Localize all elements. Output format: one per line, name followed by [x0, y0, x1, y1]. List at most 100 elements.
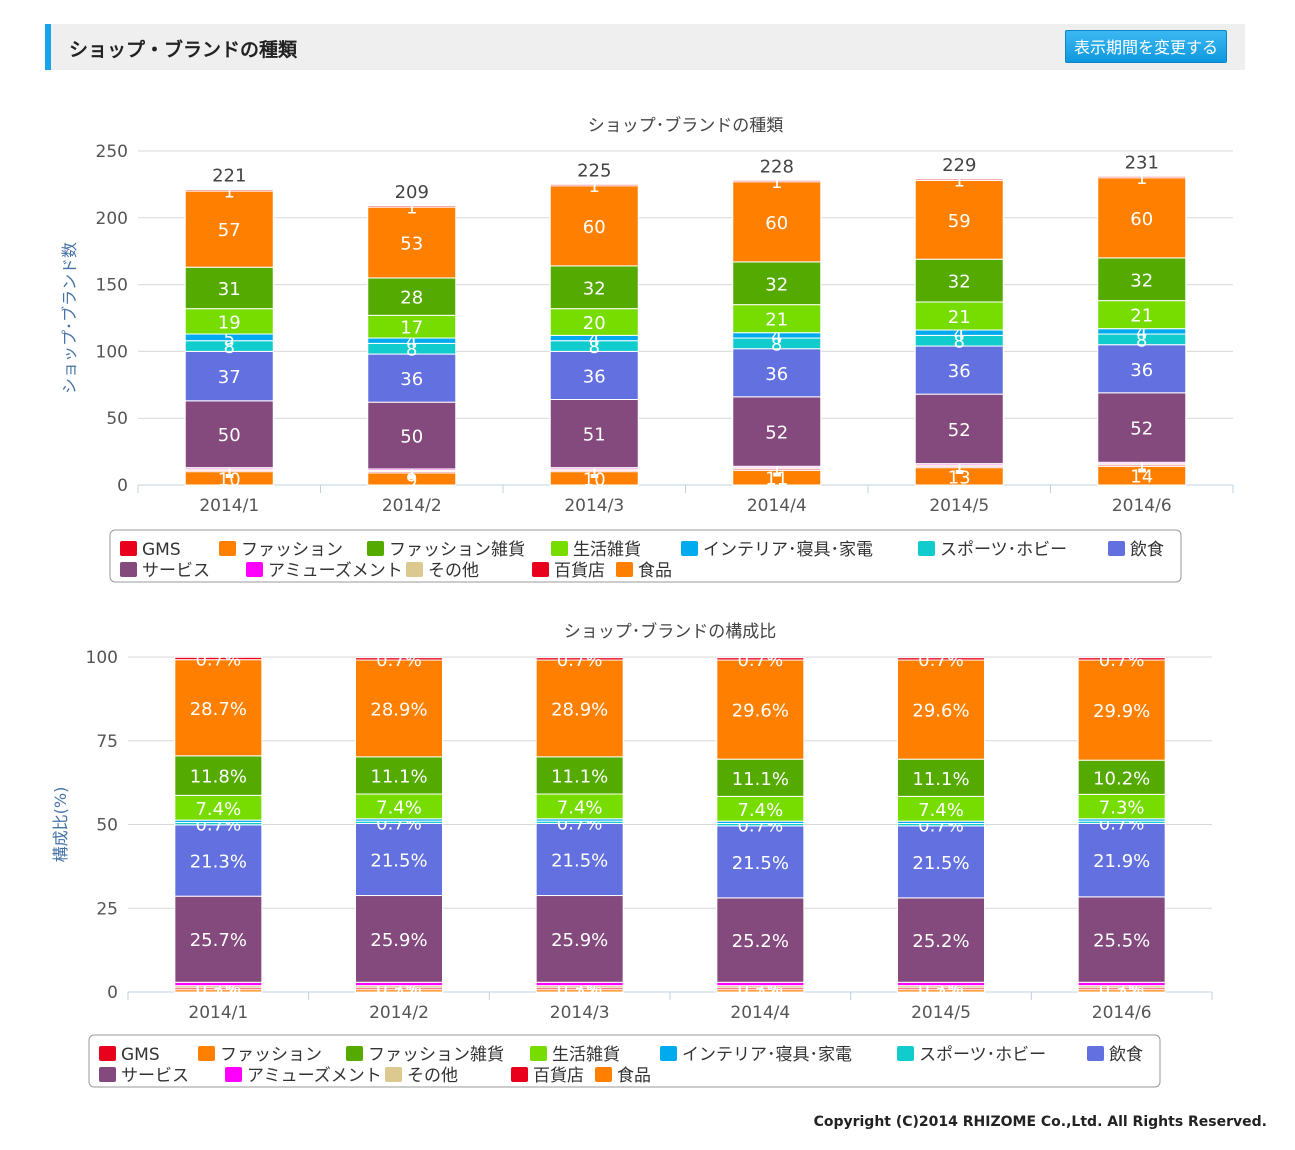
- legend-item: スポーツ･ホビー: [940, 540, 1067, 560]
- data-label: 8: [771, 334, 782, 355]
- bar-segment: [732, 396, 822, 467]
- data-label: 52: [1130, 419, 1153, 440]
- bar-segment: [1097, 257, 1187, 302]
- y-tick-label: 250: [96, 142, 128, 162]
- bar-segment: [732, 181, 822, 263]
- legend-item: アミューズメント: [268, 561, 403, 581]
- bar-segment: [535, 981, 624, 987]
- total-label: 229: [942, 155, 976, 176]
- shop-brand-ratio-chart: ショップ･ブランドの構成比構成比(%)02550751000.5%0.7%25.…: [51, 621, 1213, 1088]
- y-axis-label: 構成比(%): [51, 787, 70, 863]
- y-tick-label: 100: [96, 342, 128, 362]
- y-tick-label: 0: [117, 476, 128, 496]
- x-tick-label: 2014/4: [730, 1003, 790, 1023]
- legend-item: GMS: [121, 1045, 160, 1065]
- data-label: 21.5%: [551, 851, 608, 872]
- bar-segment: [355, 981, 443, 987]
- bar-segment: [184, 400, 274, 469]
- data-label: 1: [954, 457, 965, 478]
- legend-swatch: [681, 541, 698, 556]
- data-label: 28.9%: [551, 699, 608, 720]
- bar-segment: [914, 345, 1004, 395]
- data-label: 8: [589, 337, 600, 358]
- bar-segment: [367, 206, 457, 279]
- data-label: 9: [406, 470, 417, 491]
- data-label: 10: [583, 469, 606, 490]
- x-tick-label: 2014/4: [747, 496, 807, 516]
- data-label: 36: [583, 366, 606, 387]
- data-label: 50: [218, 425, 241, 446]
- bar-segment: [367, 353, 457, 403]
- data-label: 11.1%: [912, 769, 969, 790]
- data-label: 1: [771, 461, 782, 482]
- data-label: 13: [948, 467, 971, 488]
- data-label: 60: [583, 217, 606, 238]
- data-label: 1: [224, 459, 235, 480]
- data-label: 7.4%: [918, 800, 964, 821]
- bar-segment: [1097, 344, 1187, 394]
- data-label: 1: [1136, 455, 1147, 476]
- data-label: 11.1%: [551, 766, 608, 787]
- data-label: 36: [765, 364, 788, 385]
- data-label: 28.7%: [190, 699, 247, 720]
- legend-item: その他: [407, 1066, 458, 1086]
- data-label: 11.1%: [732, 769, 789, 790]
- data-label: 32: [948, 272, 971, 293]
- bar-segment: [367, 401, 457, 470]
- data-label: 21.9%: [1093, 851, 1150, 872]
- bar-segment: [716, 897, 805, 983]
- y-tick-label: 200: [96, 209, 128, 229]
- bar-segment: [897, 657, 985, 661]
- bar-segment: [174, 794, 263, 821]
- x-tick-label: 2014/2: [369, 1003, 429, 1023]
- bar-segment: [535, 657, 624, 661]
- data-label: 36: [948, 361, 971, 382]
- legend-swatch: [99, 1046, 116, 1061]
- data-label: 21.3%: [190, 852, 247, 873]
- section-header: ショップ・ブランドの種類 表示期間を変更する: [45, 24, 1245, 70]
- x-tick-label: 2014/3: [564, 496, 624, 516]
- data-label: 7.4%: [195, 799, 241, 820]
- y-tick-label: 50: [96, 816, 118, 836]
- bar-segment: [914, 393, 1004, 465]
- data-label: 0.7%: [737, 650, 783, 671]
- data-label: 1: [224, 461, 235, 482]
- bar-segment: [174, 656, 263, 661]
- bar-segment: [897, 795, 985, 822]
- bar-segment: [1097, 177, 1187, 259]
- data-label: 29.9%: [1093, 701, 1150, 722]
- legend-item: サービス: [121, 1066, 189, 1086]
- data-label: 28: [400, 288, 423, 309]
- data-label: 1: [771, 172, 782, 193]
- bar-segment: [716, 659, 805, 760]
- data-label: 20: [583, 313, 606, 334]
- change-period-button[interactable]: 表示期間を変更する: [1064, 30, 1227, 63]
- data-label: 4: [589, 329, 600, 350]
- data-label: 1: [954, 455, 965, 476]
- data-label: 36: [1130, 360, 1153, 381]
- bar-segment: [184, 266, 274, 310]
- data-label: 1: [1136, 168, 1147, 189]
- data-label: 1: [771, 459, 782, 480]
- bar-segment: [716, 981, 805, 987]
- bar-segment: [549, 265, 639, 310]
- data-label: 1: [406, 462, 417, 483]
- y-tick-label: 150: [96, 276, 128, 296]
- bar-segment: [914, 178, 1004, 181]
- data-label: 60: [1130, 209, 1153, 230]
- data-label: 60: [765, 213, 788, 234]
- data-label: 52: [765, 423, 788, 444]
- x-tick-label: 2014/2: [382, 496, 442, 516]
- bar-segment: [174, 895, 263, 983]
- bar-segment: [174, 755, 263, 796]
- total-label: 231: [1125, 152, 1159, 173]
- data-label: 4: [954, 324, 965, 345]
- legend-swatch: [511, 1067, 528, 1082]
- data-label: 31: [218, 279, 241, 300]
- data-label: 4: [771, 326, 782, 347]
- legend-item: ファッション: [241, 540, 343, 560]
- bar-segment: [716, 657, 805, 661]
- legend-swatch: [1087, 1046, 1104, 1061]
- legend-swatch: [551, 541, 568, 556]
- data-label: 1: [589, 462, 600, 483]
